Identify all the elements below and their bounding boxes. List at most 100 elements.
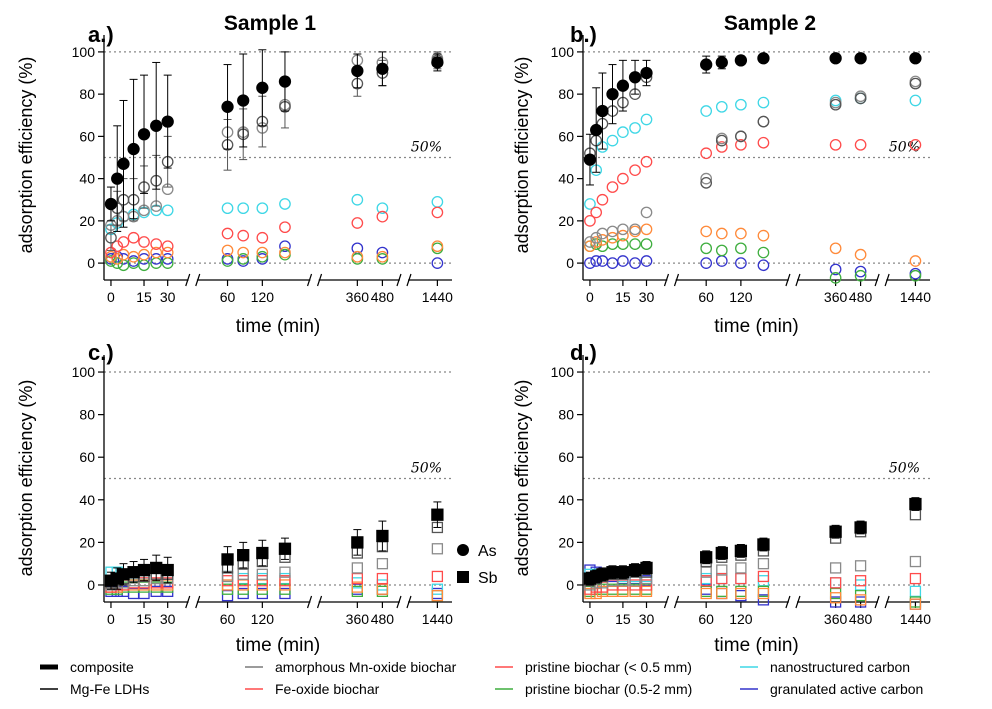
data-point	[279, 240, 291, 253]
x-tick-label: 480	[371, 289, 395, 305]
data-point	[909, 509, 922, 521]
data-point	[431, 257, 444, 269]
axis-break	[396, 273, 402, 287]
data-point	[606, 134, 619, 147]
data-point	[757, 587, 770, 600]
data-point	[829, 98, 842, 111]
data-point	[431, 196, 444, 208]
x-tick-label: 60	[698, 289, 714, 305]
data-point	[590, 231, 603, 244]
axis-break	[185, 273, 191, 287]
data-point	[715, 100, 728, 113]
data-point	[596, 568, 609, 581]
fifty-percent-label: 50%	[889, 461, 920, 477]
series-mn	[584, 75, 922, 248]
data-point	[583, 153, 597, 166]
data-point	[628, 563, 642, 577]
axis-break	[673, 273, 680, 287]
data-point	[127, 231, 140, 244]
series-composite	[583, 497, 922, 586]
axis-break	[785, 595, 791, 609]
x-tick-label: 15	[615, 289, 631, 305]
fifty-percent-label: 50%	[889, 140, 920, 156]
panel-label: a.)	[88, 22, 114, 47]
data-point	[221, 589, 234, 602]
data-point	[606, 181, 619, 193]
data-point	[351, 536, 364, 549]
data-point	[150, 246, 163, 259]
data-point	[279, 198, 291, 210]
data-point	[700, 58, 713, 71]
data-point	[161, 563, 174, 577]
data-point	[700, 176, 713, 189]
data-point	[431, 56, 444, 69]
y-tick-label: 20	[558, 213, 574, 229]
data-point	[376, 246, 389, 259]
axis-break	[663, 273, 670, 287]
x-tick-label: 360	[346, 289, 370, 305]
axis-break	[884, 273, 890, 287]
x-tick-label: 30	[160, 611, 176, 627]
data-point	[640, 561, 653, 575]
data-point	[735, 587, 747, 600]
panel-c: c.) 50% 0 20 40 60 80 100 adsorption efficiency …	[16, 340, 453, 656]
data-point	[256, 250, 269, 263]
data-point	[237, 94, 250, 107]
x-tick-label: 120	[729, 289, 753, 305]
data-point	[640, 223, 653, 236]
data-point	[909, 94, 922, 107]
data-point	[909, 77, 922, 90]
data-point	[640, 66, 653, 80]
axis-break	[406, 273, 412, 287]
y-tick-label: 0	[566, 255, 574, 271]
y-tick-label: 0	[566, 577, 574, 593]
x-tick-label: 1440	[900, 289, 931, 305]
x-tick-label: 1440	[900, 611, 931, 627]
data-point	[584, 236, 596, 248]
x-tick-label: 15	[136, 289, 152, 305]
data-point	[757, 538, 770, 551]
data-point	[279, 575, 291, 587]
axis-break	[195, 595, 201, 609]
series-nano	[584, 92, 922, 210]
data-point	[105, 250, 117, 263]
data-point	[584, 257, 596, 269]
data-point	[757, 52, 770, 65]
y-tick-label: 40	[558, 492, 574, 508]
data-point	[909, 585, 922, 598]
data-point	[351, 64, 364, 78]
axis-break	[306, 273, 313, 287]
data-point	[590, 123, 603, 137]
axis-break	[795, 273, 801, 287]
x-tick-label: 480	[849, 611, 873, 627]
y-tick-label: 80	[79, 407, 95, 423]
data-point	[279, 246, 291, 259]
panel-title: Sample 1	[224, 12, 317, 35]
data-point	[256, 81, 269, 94]
axis-break	[884, 595, 890, 609]
data-point	[757, 115, 770, 128]
data-point	[584, 198, 596, 210]
data-point	[757, 558, 770, 570]
data-point	[715, 56, 728, 69]
x-tick-label: 0	[107, 611, 115, 627]
data-point	[278, 75, 292, 88]
x-tick-label: 30	[639, 289, 655, 305]
y-tick-label: 60	[558, 128, 574, 144]
data-point	[829, 242, 842, 255]
data-point	[138, 236, 150, 248]
data-point	[150, 119, 163, 132]
x-tick-label: 15	[136, 611, 152, 627]
data-point	[237, 253, 250, 265]
y-tick-label: 40	[79, 492, 95, 508]
data-point	[256, 231, 269, 244]
axis-break	[673, 595, 680, 609]
data-point	[909, 572, 922, 585]
y-tick-label: 20	[79, 534, 95, 550]
x-tick-label: 360	[824, 289, 848, 305]
axis-break	[663, 595, 670, 609]
data-point	[138, 259, 150, 272]
data-point	[715, 244, 728, 257]
data-point	[715, 255, 728, 267]
data-point	[854, 138, 867, 151]
